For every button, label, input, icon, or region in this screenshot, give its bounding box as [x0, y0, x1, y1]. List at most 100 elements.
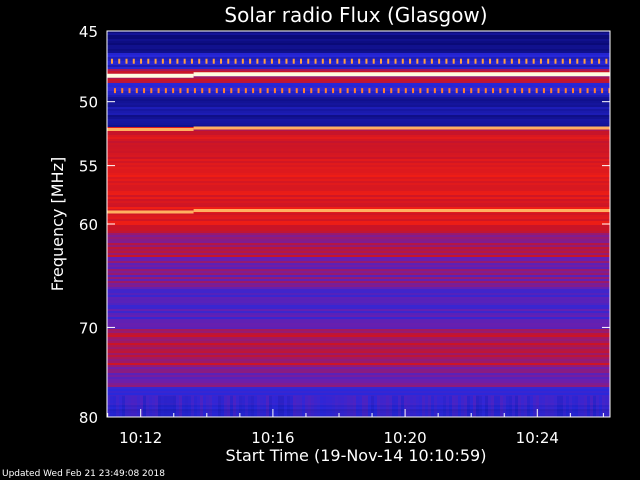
- noise-column: [140, 395, 143, 417]
- noise-column: [455, 395, 458, 417]
- spike-mark: [372, 58, 375, 64]
- spike-mark: [499, 88, 502, 94]
- spike-mark: [528, 88, 531, 94]
- spike-mark: [419, 88, 422, 94]
- frequency-band: [107, 135, 610, 137]
- spike-mark: [154, 58, 157, 64]
- noise-column: [383, 395, 386, 417]
- frequency-band: [107, 155, 610, 157]
- noise-column: [329, 395, 332, 417]
- noise-column: [275, 395, 278, 417]
- noise-column: [320, 395, 323, 417]
- spike-mark: [598, 58, 601, 64]
- frequency-band: [107, 241, 610, 243]
- frequency-band: [107, 207, 610, 209]
- noise-column: [230, 395, 233, 417]
- spike-mark: [467, 58, 470, 64]
- frequency-band: [107, 259, 610, 261]
- noise-column: [521, 395, 524, 417]
- frequency-band: [107, 81, 610, 83]
- spike-mark: [135, 88, 138, 94]
- frequency-band: [107, 333, 610, 335]
- spike-mark: [412, 88, 415, 94]
- spike-mark: [474, 58, 477, 64]
- spike-mark: [273, 88, 276, 94]
- spike-mark: [346, 88, 349, 94]
- spike-mark: [605, 58, 608, 64]
- frequency-band: [107, 319, 610, 321]
- plot-frame: [106, 30, 611, 418]
- noise-column: [461, 395, 464, 417]
- noise-column: [608, 395, 610, 417]
- frequency-band: [107, 387, 610, 389]
- noise-column: [359, 395, 362, 417]
- frequency-band: [107, 277, 610, 279]
- frequency-band: [107, 71, 610, 73]
- noise-column: [272, 395, 275, 417]
- frequency-band: [107, 263, 610, 265]
- noise-column: [500, 395, 503, 417]
- noise-column: [317, 395, 320, 417]
- frequency-band: [107, 51, 610, 53]
- frequency-band: [107, 119, 610, 121]
- noise-column: [332, 395, 335, 417]
- frequency-band: [107, 111, 610, 113]
- noise-column: [413, 395, 416, 417]
- spike-mark: [426, 88, 429, 94]
- frequency-band: [107, 109, 610, 111]
- noise-column: [311, 395, 314, 417]
- spike-mark: [128, 88, 131, 94]
- noise-column: [527, 395, 530, 417]
- frequency-band: [107, 231, 610, 233]
- frequency-band: [107, 141, 610, 143]
- frequency-band: [107, 173, 610, 175]
- frequency-band: [107, 201, 610, 203]
- spike-mark: [314, 58, 317, 64]
- noise-column: [170, 395, 173, 417]
- spike-mark: [492, 88, 495, 94]
- frequency-band: [107, 377, 610, 379]
- noise-column: [539, 395, 542, 417]
- frequency-band: [107, 239, 610, 241]
- noise-column: [467, 395, 470, 417]
- noise-column: [326, 395, 329, 417]
- frequency-band: [107, 105, 610, 107]
- noise-column: [119, 395, 122, 417]
- noise-column: [281, 395, 284, 417]
- noise-column: [407, 395, 410, 417]
- spike-mark: [513, 88, 516, 94]
- frequency-band: [107, 33, 610, 35]
- spike-mark: [230, 88, 233, 94]
- noise-column: [203, 395, 206, 417]
- frequency-band: [107, 297, 610, 299]
- frequency-band: [107, 323, 610, 325]
- noise-column: [434, 395, 437, 417]
- noise-column: [179, 395, 182, 417]
- spike-mark: [147, 58, 150, 64]
- noise-column: [335, 395, 338, 417]
- frequency-band: [107, 219, 610, 221]
- spike-mark: [270, 58, 273, 64]
- frequency-band: [107, 167, 610, 169]
- spike-mark: [448, 88, 451, 94]
- frequency-band: [107, 145, 610, 147]
- spike-mark: [382, 88, 385, 94]
- y-tick-label: 50: [79, 94, 98, 112]
- spike-mark: [539, 58, 542, 64]
- noise-column: [392, 395, 395, 417]
- noise-column: [242, 395, 245, 417]
- frequency-band: [107, 371, 610, 373]
- noise-column: [488, 395, 491, 417]
- frequency-band: [107, 223, 610, 225]
- frequency-band: [107, 313, 610, 315]
- frequency-band: [107, 225, 610, 227]
- spike-mark: [535, 88, 538, 94]
- spike-mark: [438, 58, 441, 64]
- spike-mark: [401, 58, 404, 64]
- frequency-band: [107, 351, 610, 353]
- spike-mark: [241, 58, 244, 64]
- spike-mark: [186, 88, 189, 94]
- frequency-band: [107, 287, 610, 289]
- noise-column: [248, 395, 251, 417]
- frequency-band: [107, 343, 610, 345]
